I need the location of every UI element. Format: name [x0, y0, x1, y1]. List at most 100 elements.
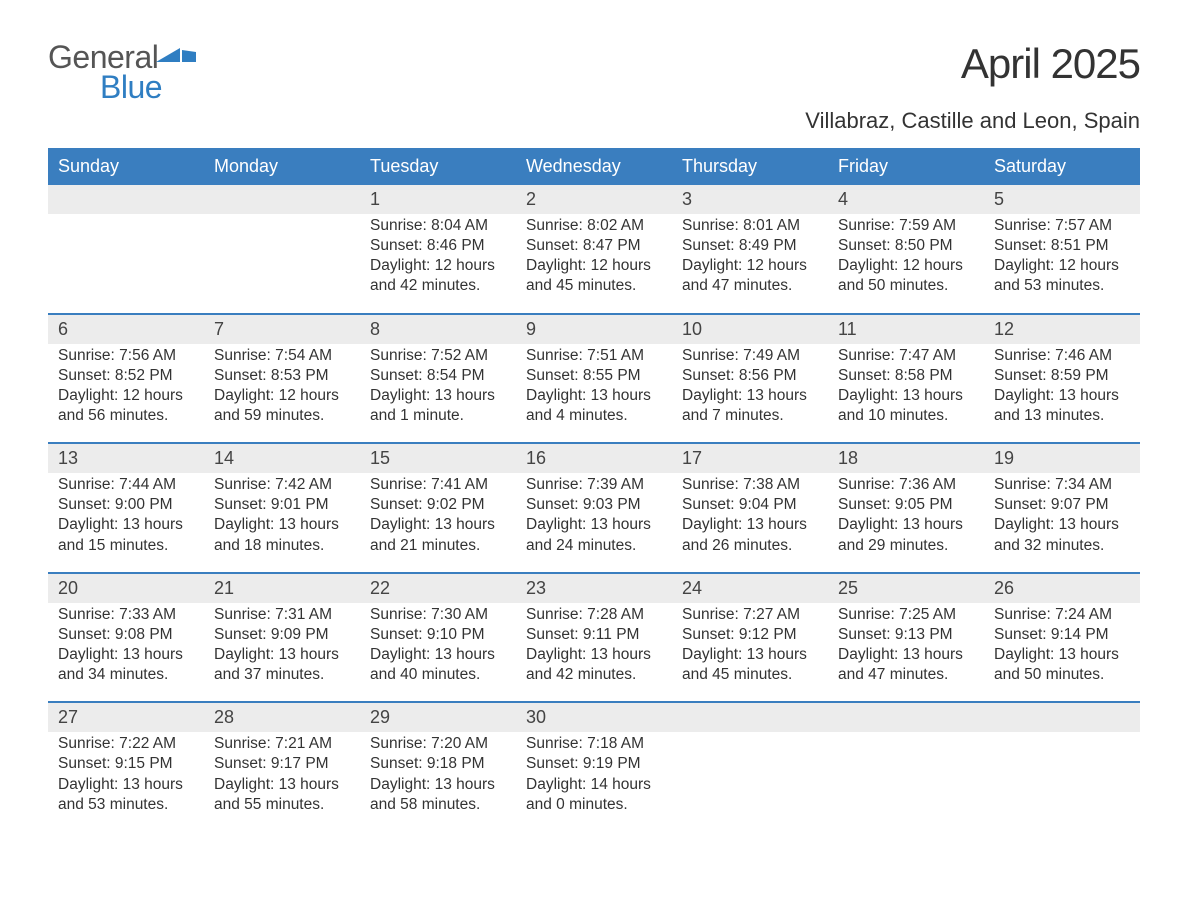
day-line: and 50 minutes. [838, 276, 974, 296]
day-cell: Sunrise: 7:27 AMSunset: 9:12 PMDaylight:… [672, 603, 828, 700]
day-line: Sunset: 8:50 PM [838, 236, 974, 256]
day-cell: Sunrise: 8:02 AMSunset: 8:47 PMDaylight:… [516, 214, 672, 311]
day-cell: Sunrise: 7:56 AMSunset: 8:52 PMDaylight:… [48, 344, 204, 441]
day-number [204, 185, 360, 214]
day-line: Sunrise: 7:54 AM [214, 346, 350, 366]
day-cell: Sunrise: 7:52 AMSunset: 8:54 PMDaylight:… [360, 344, 516, 441]
day-line: Sunset: 9:01 PM [214, 495, 350, 515]
day-line: and 29 minutes. [838, 536, 974, 556]
day-line: Daylight: 12 hours [682, 256, 818, 276]
day-line: Daylight: 13 hours [370, 515, 506, 535]
day-number: 9 [516, 315, 672, 344]
day-line: Daylight: 13 hours [838, 645, 974, 665]
day-line [682, 775, 818, 795]
day-line: Sunrise: 7:38 AM [682, 475, 818, 495]
day-number-row: 13141516171819 [48, 444, 1140, 473]
day-line: Daylight: 13 hours [526, 515, 662, 535]
day-line: Daylight: 13 hours [526, 645, 662, 665]
day-line: Sunrise: 7:30 AM [370, 605, 506, 625]
day-number: 11 [828, 315, 984, 344]
day-line: Daylight: 12 hours [370, 256, 506, 276]
day-line [994, 754, 1130, 774]
day-number: 13 [48, 444, 204, 473]
day-line [838, 754, 974, 774]
day-number: 5 [984, 185, 1140, 214]
day-line: and 34 minutes. [58, 665, 194, 685]
logo-word-2: Blue [100, 72, 196, 102]
day-number-row: 6789101112 [48, 315, 1140, 344]
day-line: and 7 minutes. [682, 406, 818, 426]
day-line: Daylight: 13 hours [58, 775, 194, 795]
day-number: 24 [672, 574, 828, 603]
day-line: Sunset: 8:52 PM [58, 366, 194, 386]
day-line [682, 734, 818, 754]
day-cell: Sunrise: 7:42 AMSunset: 9:01 PMDaylight:… [204, 473, 360, 570]
day-line: Sunset: 9:15 PM [58, 754, 194, 774]
day-line: Sunset: 9:09 PM [214, 625, 350, 645]
day-line: and 53 minutes. [994, 276, 1130, 296]
day-cell: Sunrise: 7:46 AMSunset: 8:59 PMDaylight:… [984, 344, 1140, 441]
day-line: Sunset: 9:05 PM [838, 495, 974, 515]
day-line: Sunset: 9:19 PM [526, 754, 662, 774]
day-number: 29 [360, 703, 516, 732]
day-line: Sunset: 9:00 PM [58, 495, 194, 515]
day-line: and 21 minutes. [370, 536, 506, 556]
day-line: and 40 minutes. [370, 665, 506, 685]
day-line: and 0 minutes. [526, 795, 662, 815]
day-line [58, 256, 194, 276]
day-line [994, 795, 1130, 815]
day-cell [204, 214, 360, 311]
day-line: Sunset: 8:53 PM [214, 366, 350, 386]
day-line: and 55 minutes. [214, 795, 350, 815]
day-line: Sunrise: 7:44 AM [58, 475, 194, 495]
day-cell: Sunrise: 7:41 AMSunset: 9:02 PMDaylight:… [360, 473, 516, 570]
day-line: Daylight: 13 hours [994, 645, 1130, 665]
day-cell: Sunrise: 7:59 AMSunset: 8:50 PMDaylight:… [828, 214, 984, 311]
day-line: Sunrise: 7:28 AM [526, 605, 662, 625]
day-number: 1 [360, 185, 516, 214]
day-line: and 4 minutes. [526, 406, 662, 426]
header-row: General Blue April 2025 Villabraz, Casti… [48, 40, 1140, 142]
day-line: Daylight: 13 hours [214, 515, 350, 535]
day-number: 22 [360, 574, 516, 603]
day-line: Daylight: 13 hours [58, 645, 194, 665]
day-cell: Sunrise: 7:34 AMSunset: 9:07 PMDaylight:… [984, 473, 1140, 570]
week-body-row: Sunrise: 7:44 AMSunset: 9:00 PM Daylight:… [48, 473, 1140, 570]
day-line: Daylight: 13 hours [370, 386, 506, 406]
day-number: 14 [204, 444, 360, 473]
day-line: Sunrise: 7:51 AM [526, 346, 662, 366]
day-cell: Sunrise: 7:30 AMSunset: 9:10 PMDaylight:… [360, 603, 516, 700]
day-cell [984, 732, 1140, 829]
day-line: Daylight: 13 hours [214, 645, 350, 665]
day-line: and 15 minutes. [58, 536, 194, 556]
day-cell: Sunrise: 8:01 AMSunset: 8:49 PMDaylight:… [672, 214, 828, 311]
day-cell: Sunrise: 7:22 AMSunset: 9:15 PMDaylight:… [48, 732, 204, 829]
day-cell: Sunrise: 7:57 AMSunset: 8:51 PMDaylight:… [984, 214, 1140, 311]
day-line: Daylight: 13 hours [838, 386, 974, 406]
day-line: Daylight: 13 hours [682, 645, 818, 665]
day-number: 8 [360, 315, 516, 344]
day-line: Sunset: 8:49 PM [682, 236, 818, 256]
day-line: and 53 minutes. [58, 795, 194, 815]
day-line: Sunset: 9:12 PM [682, 625, 818, 645]
day-line: Sunrise: 7:24 AM [994, 605, 1130, 625]
day-cell: Sunrise: 7:24 AMSunset: 9:14 PMDaylight:… [984, 603, 1140, 700]
day-cell [672, 732, 828, 829]
day-line: and 47 minutes. [838, 665, 974, 685]
day-line: and 42 minutes. [370, 276, 506, 296]
day-line: Sunrise: 7:49 AM [682, 346, 818, 366]
day-header: Tuesday [360, 148, 516, 185]
day-line: Daylight: 13 hours [994, 515, 1130, 535]
day-line: Sunset: 9:10 PM [370, 625, 506, 645]
day-line [994, 775, 1130, 795]
day-number: 15 [360, 444, 516, 473]
day-line: Daylight: 12 hours [994, 256, 1130, 276]
day-line: Daylight: 12 hours [214, 386, 350, 406]
day-line: Sunrise: 7:47 AM [838, 346, 974, 366]
day-line: Sunset: 8:55 PM [526, 366, 662, 386]
day-line [838, 734, 974, 754]
day-number: 30 [516, 703, 672, 732]
day-number: 23 [516, 574, 672, 603]
day-line: Sunrise: 8:02 AM [526, 216, 662, 236]
day-line [58, 276, 194, 296]
